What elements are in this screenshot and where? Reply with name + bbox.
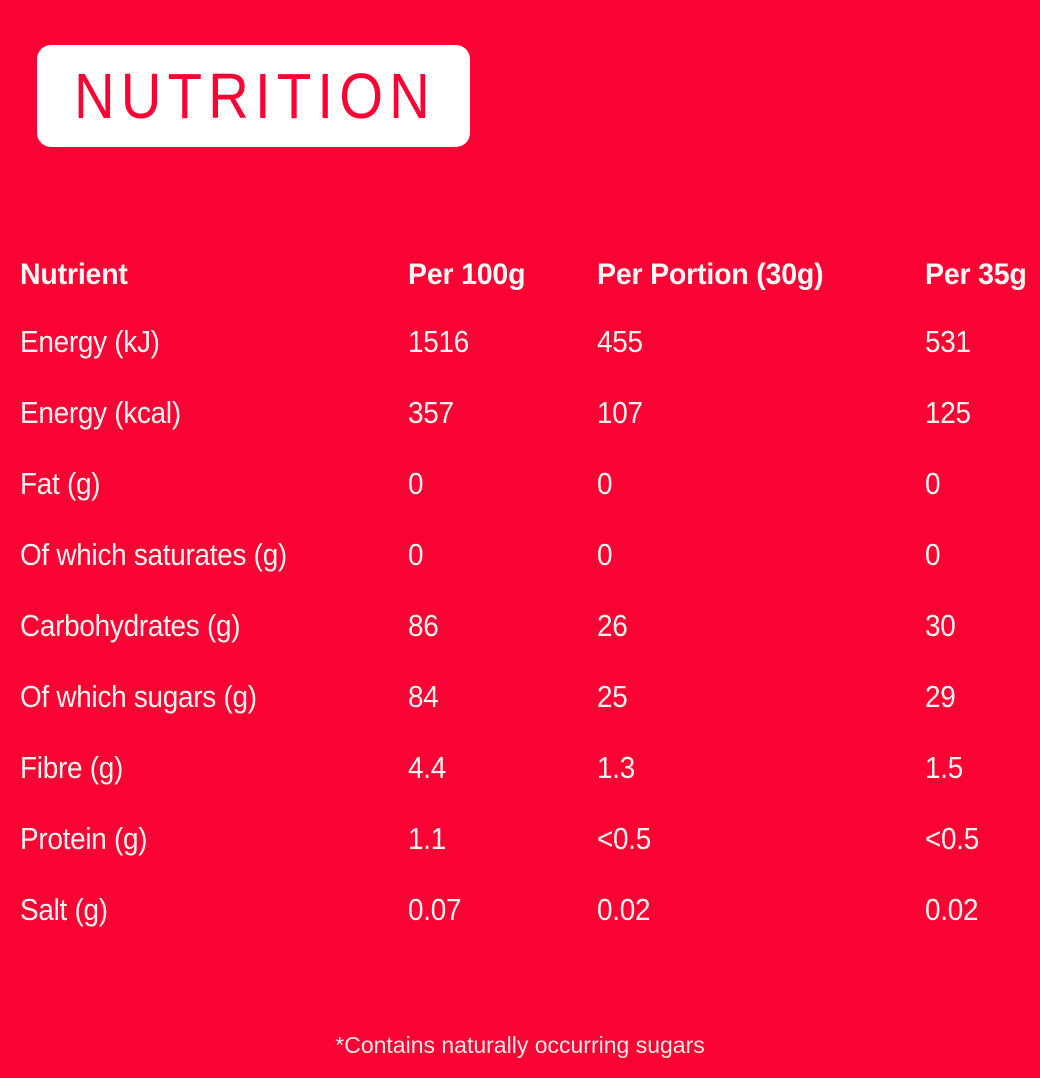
value-per-100g: 86 (408, 607, 439, 643)
value-per-35g: 0 (925, 465, 941, 501)
nutrient-label: Energy (kcal) (20, 394, 181, 430)
value-per-portion: 25 (597, 678, 628, 714)
value-per-portion: 0 (597, 465, 613, 501)
value-per-35g: 30 (925, 607, 956, 643)
nutrient-label: Protein (g) (20, 820, 148, 856)
table-row: Fat (g) 0 0 0 (20, 448, 1040, 519)
nutrient-label: Of which sugars (g) (20, 678, 257, 714)
value-per-35g: 125 (925, 394, 971, 430)
nutrient-label: Carbohydrates (g) (20, 607, 241, 643)
nutrient-label: Fibre (g) (20, 749, 123, 785)
table-row: Protein (g) 1.1 <0.5 <0.5 (20, 803, 1040, 874)
nutrient-label: Salt (g) (20, 891, 108, 927)
value-per-100g: 357 (408, 394, 454, 430)
nutrient-label: Fat (g) (20, 465, 101, 501)
value-per-100g: 1516 (408, 323, 469, 359)
header-per-35g: Per 35g (925, 257, 1027, 291)
value-per-portion: 455 (597, 323, 643, 359)
value-per-35g: 0 (925, 536, 941, 572)
nutrition-badge: NUTRITION (37, 45, 470, 147)
value-per-100g: 0 (408, 465, 424, 501)
value-per-100g: 84 (408, 678, 439, 714)
table-row: Fibre (g) 4.4 1.3 1.5 (20, 732, 1040, 803)
header-per-100g: Per 100g (408, 257, 526, 291)
value-per-35g: <0.5 (925, 820, 979, 856)
value-per-portion: 1.3 (597, 749, 635, 785)
nutrient-label: Of which saturates (g) (20, 536, 287, 572)
value-per-35g: 29 (925, 678, 956, 714)
table-row: Salt (g) 0.07 0.02 0.02 (20, 874, 1040, 945)
value-per-35g: 531 (925, 323, 971, 359)
value-per-portion: 107 (597, 394, 643, 430)
nutrition-title: NUTRITION (73, 60, 436, 132)
value-per-portion: 0.02 (597, 891, 651, 927)
table-header-row: Nutrient Per 100g Per Portion (30g) Per … (20, 243, 1040, 306)
value-per-portion: 0 (597, 536, 613, 572)
value-per-35g: 1.5 (925, 749, 963, 785)
header-per-portion: Per Portion (30g) (597, 257, 824, 291)
footnote: *Contains naturally occurring sugars (335, 1032, 705, 1058)
table-row: Energy (kJ) 1516 455 531 (20, 306, 1040, 377)
nutrition-table: Nutrient Per 100g Per Portion (30g) Per … (20, 243, 1040, 945)
table-row: Of which saturates (g) 0 0 0 (20, 519, 1040, 590)
value-per-portion: <0.5 (597, 820, 651, 856)
value-per-100g: 4.4 (408, 749, 446, 785)
value-per-100g: 1.1 (408, 820, 446, 856)
value-per-portion: 26 (597, 607, 628, 643)
value-per-35g: 0.02 (925, 891, 979, 927)
nutrient-label: Energy (kJ) (20, 323, 160, 359)
table-row: Of which sugars (g) 84 25 29 (20, 661, 1040, 732)
value-per-100g: 0.07 (408, 891, 462, 927)
table-row: Carbohydrates (g) 86 26 30 (20, 590, 1040, 661)
table-row: Energy (kcal) 357 107 125 (20, 377, 1040, 448)
value-per-100g: 0 (408, 536, 424, 572)
header-nutrient: Nutrient (20, 257, 128, 291)
